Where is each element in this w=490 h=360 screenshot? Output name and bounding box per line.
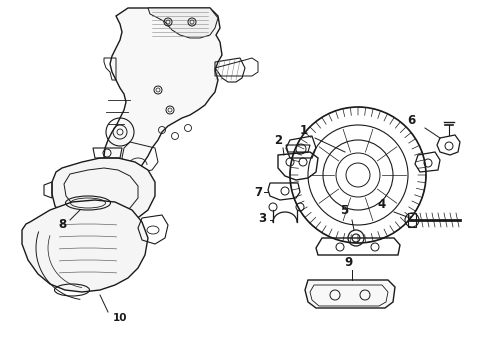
Text: 5: 5: [340, 203, 348, 216]
Text: 4: 4: [378, 198, 386, 211]
Polygon shape: [22, 200, 148, 292]
Text: 10: 10: [113, 313, 127, 323]
Text: 7: 7: [254, 185, 262, 198]
Text: 3: 3: [258, 211, 266, 225]
Polygon shape: [305, 280, 395, 308]
Polygon shape: [52, 158, 155, 228]
Polygon shape: [148, 8, 218, 38]
Text: 1: 1: [300, 123, 308, 136]
Polygon shape: [104, 8, 222, 176]
Text: 8: 8: [58, 219, 66, 231]
Text: 9: 9: [344, 256, 352, 269]
Text: 6: 6: [407, 113, 415, 126]
Text: 2: 2: [274, 134, 282, 147]
